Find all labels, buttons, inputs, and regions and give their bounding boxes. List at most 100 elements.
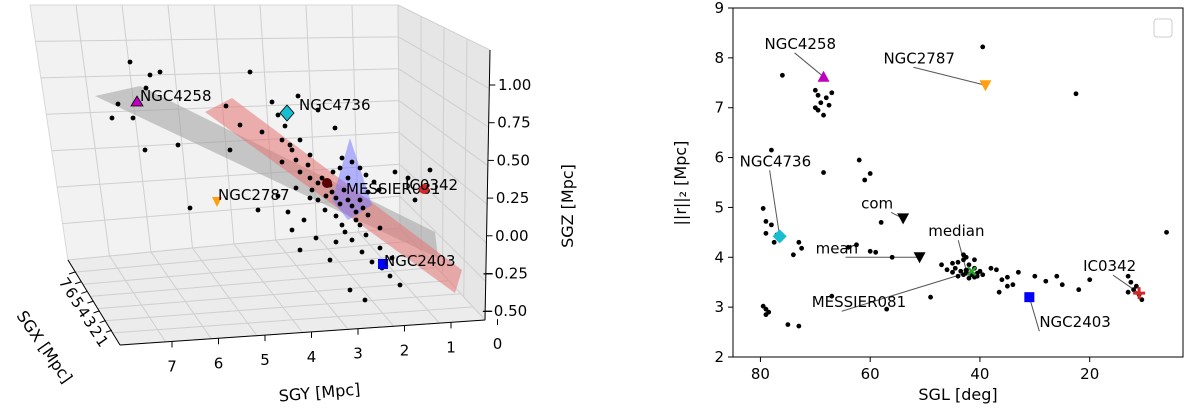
scatter-point (333, 213, 339, 219)
scatter-point (796, 239, 802, 245)
scatter-point (1004, 283, 1010, 289)
y-tick-label: 5 (714, 198, 724, 216)
sgz-tick-label: 0.75 (497, 114, 530, 132)
scatter-point (988, 265, 994, 271)
scatter-point (1015, 269, 1021, 275)
scatter-points-3d (109, 59, 433, 303)
scatter-point (963, 254, 969, 260)
scatter-point (353, 217, 359, 223)
scatter-point (1125, 273, 1131, 279)
scatter-point (1128, 279, 1134, 285)
scatter-point (353, 209, 359, 215)
scatter-point (305, 162, 311, 168)
marker-median (963, 267, 969, 273)
label-ngc4258: NGC4258 (765, 35, 837, 53)
scatter-point (829, 90, 835, 96)
scatter-point (799, 245, 804, 251)
scatter-point (365, 212, 371, 218)
marker-ic0342 (1133, 287, 1146, 300)
r-axis-label: ||r||₂ [Mpc] (671, 141, 690, 226)
marker-ngc2403 (1024, 292, 1035, 303)
scatter-point (295, 93, 301, 99)
scatter-point (187, 205, 193, 211)
sgx-axis-label: SGX [Mpc] (13, 307, 77, 387)
scatter-point (307, 175, 313, 181)
scatter-point (279, 159, 285, 165)
scatter-point (259, 129, 265, 135)
scatter-point (143, 85, 149, 91)
scatter-point (330, 169, 336, 175)
label-messier081: MESSIER081 (812, 293, 906, 311)
marker-ngc4258-3d (130, 95, 144, 107)
sgy-tick-label: 7 (167, 357, 177, 375)
label-ngc2403-3d: NGC2403 (384, 252, 456, 270)
scatter-point (341, 187, 347, 193)
scatter-point (1139, 297, 1145, 303)
y-tick-label: 4 (714, 248, 724, 266)
scatter-point (362, 297, 368, 303)
scatter-point (1131, 287, 1137, 293)
scatter-point (950, 260, 955, 266)
scatter-point (363, 172, 369, 178)
scatter-point (293, 185, 299, 191)
scatter-point (944, 267, 950, 273)
scatter-point (371, 179, 377, 185)
plot-frame (732, 7, 1184, 358)
sgy-tick-label: 3 (353, 345, 363, 363)
scatter-point (287, 142, 293, 148)
scatter-point (785, 322, 791, 327)
legend-box[interactable] (1153, 18, 1173, 38)
scatter-point (972, 257, 977, 263)
scatter-point (319, 175, 325, 181)
label-mean: mean (816, 239, 859, 257)
scatter-point (255, 207, 261, 213)
scatter-point (337, 201, 343, 207)
x-tick-label: 40 (970, 365, 989, 383)
marker-messier081-3d (322, 178, 332, 188)
sgz-tick-label: −0.50 (481, 302, 527, 320)
sgx-tick (105, 329, 113, 333)
scatter-point (347, 287, 353, 293)
marker-ngc4258 (817, 70, 830, 82)
scatter-point (369, 259, 375, 265)
x-tick-label: 80 (751, 365, 770, 383)
scatter-point (867, 248, 873, 254)
scatter-point (363, 232, 369, 238)
scatter-point (297, 137, 303, 143)
y-tick-label: 7 (714, 99, 724, 117)
scatter-point (955, 259, 961, 265)
scatter-point (297, 247, 303, 253)
scatter-point (333, 239, 339, 245)
marker-ngc4736-3d (279, 104, 295, 122)
scatter-point (342, 229, 348, 235)
scatter-point (377, 245, 383, 251)
label-ngc4736-3d: NGC4736 (299, 96, 371, 114)
scatter-point (966, 275, 972, 281)
scatter-point (387, 273, 393, 279)
scatter-point (360, 205, 366, 211)
annotation-line (841, 270, 972, 312)
annotation-line (794, 52, 824, 78)
ticks-3d: 1.000.750.500.250.00−0.25−0.507 6 5 4 3 2 1 076… (55, 76, 531, 375)
scatter-point (376, 187, 382, 193)
scatter-point (349, 237, 355, 243)
scatter-point (365, 189, 371, 195)
scatter-point (345, 197, 351, 203)
scatter-point (763, 230, 769, 236)
scatter-point (323, 193, 329, 199)
scatter-point (279, 137, 285, 143)
scatter-point (961, 272, 966, 278)
scatter-point (812, 87, 818, 93)
scatter-point (769, 147, 774, 153)
scatter-point (289, 227, 295, 233)
scatter-point (854, 242, 859, 248)
sgy-axis-line (119, 319, 486, 346)
scatter-point (329, 189, 335, 195)
scatter-point (349, 159, 355, 165)
scatter-point (227, 147, 233, 153)
scatter-point (405, 175, 411, 181)
y-tick-label: 9 (714, 0, 724, 17)
sgy-tick-label: 1 (446, 338, 456, 356)
scatter-point (109, 115, 115, 121)
scatter-point (1032, 273, 1038, 279)
